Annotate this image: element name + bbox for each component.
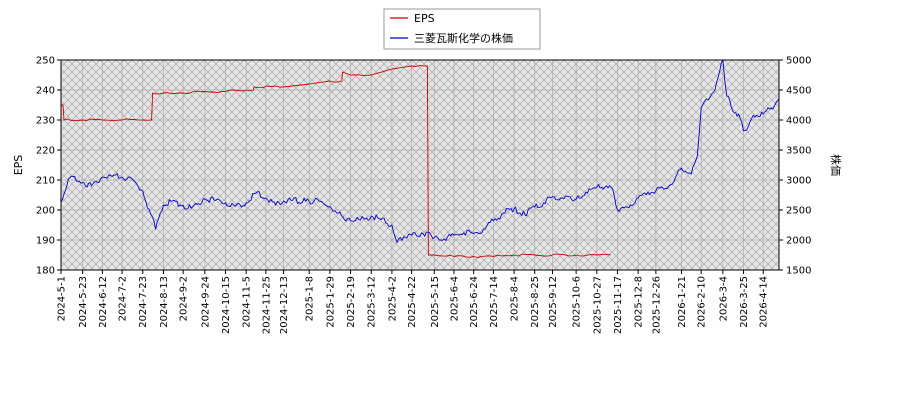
legend: EPS 三菱瓦斯化学の株価	[383, 8, 541, 50]
legend-price-label: 三菱瓦斯化学の株価	[414, 31, 513, 45]
x-tick-label: 2025-9-12	[548, 276, 559, 328]
legend-eps-label: EPS	[414, 12, 435, 25]
x-tick-label: 2025-2-19	[346, 276, 357, 328]
series-layer	[61, 60, 779, 258]
x-tick-label: 2024-7-2	[118, 276, 129, 321]
x-tick-label: 2025-8-4	[510, 276, 521, 321]
plot-area	[61, 60, 779, 270]
x-tick-label: 2024-9-24	[200, 276, 211, 328]
x-tick-label: 2024-6-12	[98, 276, 109, 328]
x-tick-label: 2025-12-8	[634, 276, 645, 328]
x-tick-label: 2024-10-15	[221, 276, 232, 334]
x-tick-label: 2024-9-2	[179, 276, 190, 321]
x-tick-label: 2025-1-8	[305, 276, 316, 321]
y-left-tick-label: 180	[36, 266, 55, 277]
plot-frame	[60, 59, 780, 271]
x-tick-label: 2025-4-2	[387, 276, 398, 321]
x-tick-label: 2025-5-15	[430, 276, 441, 328]
y-left-tick-label: 190	[36, 236, 55, 247]
y-axis-left: 180 190 200 210 220 230 240 250	[36, 56, 61, 277]
x-tick-label: 2025-1-29	[325, 276, 336, 328]
x-tick-label: 2025-4-22	[407, 276, 418, 328]
grid-lines	[60, 59, 779, 271]
y-right-tick-label: 2500	[786, 206, 811, 217]
x-tick-label: 2026-3-4	[718, 276, 729, 321]
x-tick-label: 2024-12-13	[279, 276, 290, 334]
x-tick-label: 2026-1-21	[677, 276, 688, 328]
x-tick-label: 2025-6-4	[449, 276, 460, 321]
x-tick-label: 2025-8-25	[530, 276, 541, 328]
x-tick-label: 2024-11-25	[261, 276, 272, 334]
x-tick-label: 2025-3-12	[367, 276, 378, 328]
series-line-price	[61, 60, 779, 243]
y-axis-right-label: 株価	[829, 154, 843, 176]
x-axis: 2024-5-1 2024-5-23 2024-6-12 2024-7-2 2024-7…	[57, 270, 770, 334]
x-tick-label: 2025-7-14	[489, 276, 500, 328]
x-tick-label: 2026-2-10	[697, 276, 708, 328]
x-tick-label: 2024-11-5	[242, 276, 253, 328]
y-right-tick-label: 5000	[786, 56, 811, 67]
y-left-tick-label: 230	[36, 116, 55, 127]
x-tick-label: 2025-10-27	[592, 276, 603, 334]
y-left-tick-label: 220	[36, 146, 55, 157]
y-left-tick-label: 210	[36, 176, 55, 187]
x-tick-label: 2026-4-14	[759, 276, 770, 328]
y-right-tick-label: 2000	[786, 236, 811, 247]
x-tick-label: 2025-6-24	[469, 276, 480, 328]
y-axis-left-label: EPS	[12, 155, 25, 176]
x-tick-label: 2024-5-23	[78, 276, 89, 328]
x-tick-label: 2026-3-25	[739, 276, 750, 328]
y-left-tick-label: 200	[36, 206, 55, 217]
x-tick-label: 2025-12-26	[651, 276, 662, 334]
y-right-tick-label: 3000	[786, 176, 811, 187]
y-right-tick-label: 3500	[786, 146, 811, 157]
y-right-tick-label: 1500	[786, 266, 811, 277]
series-line-eps	[61, 65, 611, 258]
x-tick-label: 2025-10-6	[572, 276, 583, 328]
y-left-tick-label: 250	[36, 56, 55, 67]
x-tick-label: 2024-5-1	[57, 276, 68, 321]
y-right-tick-label: 4500	[786, 86, 811, 97]
x-tick-label: 2024-7-23	[138, 276, 149, 328]
legend-box	[383, 8, 541, 50]
y-axis-right: 1500 2000 2500 3000 3500 4000 4500 5000	[779, 56, 811, 277]
x-tick-label: 2025-11-17	[613, 276, 624, 334]
y-right-tick-label: 4000	[786, 116, 811, 127]
y-left-tick-label: 240	[36, 86, 55, 97]
x-tick-label: 2024-8-13	[159, 276, 170, 328]
